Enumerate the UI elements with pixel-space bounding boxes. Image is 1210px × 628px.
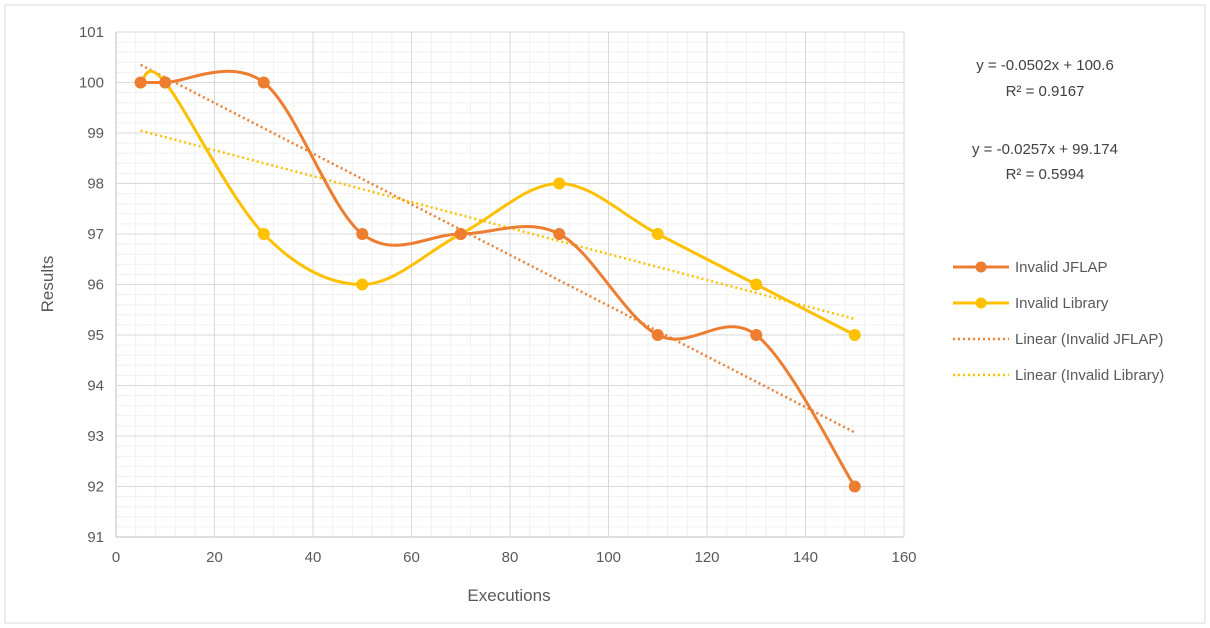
legend: Invalid JFLAP Invalid Library Linear (Inva…: [953, 259, 1164, 384]
y-tick-label: 97: [87, 226, 104, 243]
legend-label: Linear (Invalid JFLAP): [1015, 331, 1163, 348]
y-axis-title: Results: [38, 256, 57, 313]
legend-label: Linear (Invalid Library): [1015, 367, 1164, 384]
data-point-series-1: [848, 329, 861, 341]
x-tick-labels: 0 20 40 60 80 100 120 140 160: [112, 549, 917, 566]
trendlines: [140, 63, 856, 434]
x-tick-label: 0: [112, 549, 120, 566]
data-point-series-0: [750, 329, 763, 341]
major-grid: [115, 31, 905, 538]
data-point-series-0: [848, 480, 861, 493]
data-point-series-1: [257, 228, 270, 240]
legend-label: Invalid JFLAP: [1015, 259, 1108, 276]
y-tick-label: 98: [87, 176, 104, 193]
data-point-series-1: [553, 177, 566, 190]
y-tick-label: 100: [79, 75, 104, 92]
x-tick-label: 160: [891, 549, 916, 566]
data-point-series-0: [553, 228, 566, 240]
trendline-0: [140, 63, 856, 434]
y-tick-label: 101: [79, 24, 104, 41]
trendline-equations: y = -0.0502x + 100.6 R² = 0.9167 y = -0.…: [972, 57, 1118, 183]
x-tick-label: 40: [305, 549, 322, 566]
x-tick-label: 100: [596, 549, 621, 566]
x-tick-label: 80: [502, 549, 519, 566]
y-tick-label: 93: [87, 428, 104, 445]
x-axis-title: Executions: [467, 586, 550, 605]
y-tick-label: 92: [87, 479, 104, 496]
x-tick-label: 140: [793, 549, 818, 566]
data-point-series-1: [651, 228, 664, 240]
y-tick-label: 99: [87, 125, 104, 142]
data-point-series-1: [356, 278, 369, 291]
trendline-equation-library: y = -0.0257x + 99.174: [972, 141, 1118, 158]
trendline-r2-library: R² = 0.5994: [1006, 166, 1085, 183]
y-tick-labels: 91 92 93 94 95 96 97 98 99 100 101: [79, 24, 104, 546]
data-point-series-0: [356, 228, 369, 240]
x-tick-label: 120: [694, 549, 719, 566]
data-point-series-0: [134, 76, 147, 89]
series-line-0: [140, 69, 857, 488]
y-tick-label: 91: [87, 529, 104, 546]
data-point-series-1: [750, 278, 763, 291]
legend-swatch-marker: [975, 261, 987, 273]
chart-frame: [4, 4, 1206, 624]
y-tick-label: 94: [87, 378, 104, 395]
y-tick-label: 96: [87, 277, 104, 294]
trendline-r2-jflap: R² = 0.9167: [1006, 83, 1085, 100]
y-tick-label: 95: [87, 327, 104, 344]
data-point-series-0: [257, 76, 270, 89]
legend-swatch-marker: [975, 297, 987, 309]
data-point-series-0: [651, 329, 664, 341]
legend-label: Invalid Library: [1015, 295, 1109, 312]
data-point-series-0: [454, 228, 467, 240]
series-points: [134, 76, 861, 493]
data-point-series-0: [159, 76, 172, 89]
x-tick-label: 60: [403, 549, 420, 566]
trendline-equation-jflap: y = -0.0502x + 100.6: [976, 57, 1114, 74]
x-tick-label: 20: [206, 549, 223, 566]
trendline-1: [140, 129, 856, 321]
